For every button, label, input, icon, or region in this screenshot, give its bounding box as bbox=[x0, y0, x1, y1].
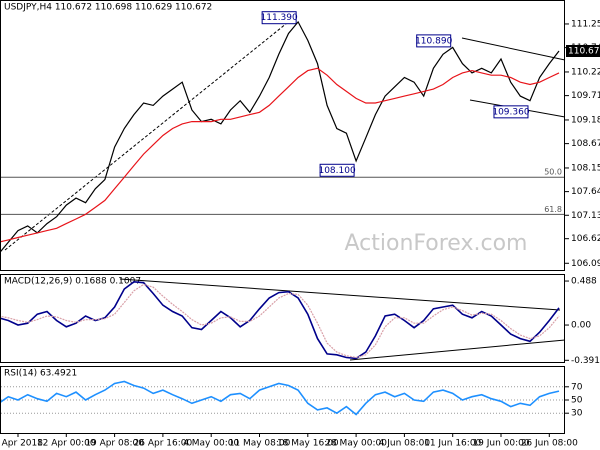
price-label-box bbox=[493, 105, 529, 119]
price-label: 110.890 bbox=[415, 36, 452, 46]
price-label: 111.390 bbox=[261, 13, 298, 23]
x-tick-label: 12 Apr 00:00 bbox=[37, 439, 96, 449]
x-tick-label: 26 Jun 08:00 bbox=[521, 439, 578, 449]
watermark: ActionForex.com bbox=[345, 231, 528, 256]
x-tick-label: 26 Apr 16:00 bbox=[134, 439, 193, 449]
y-tick-label: 30 bbox=[571, 409, 583, 419]
macd-trendline bbox=[349, 339, 566, 361]
price-label-box bbox=[416, 34, 452, 48]
y-tick-label: 106.625 bbox=[571, 234, 600, 244]
x-tick-label: 4 Apr 2018 bbox=[0, 439, 43, 449]
y-tick-label: 107.13 bbox=[571, 211, 600, 221]
last-price-box bbox=[566, 44, 600, 57]
y-tick-label: 111.255 bbox=[571, 19, 600, 29]
y-tick-label: 108.15 bbox=[571, 163, 600, 173]
x-tick-label: 19 Jun 00:00 bbox=[472, 439, 529, 449]
x-tick-label: 11 Jun 16:00 bbox=[424, 439, 481, 449]
y-tick-label: 107.64 bbox=[571, 187, 600, 197]
price-label: 109.360 bbox=[492, 107, 529, 117]
y-tick-label: 50 bbox=[571, 396, 583, 406]
price-label-box bbox=[319, 163, 355, 177]
x-tick-label: 18 May 16:00 bbox=[277, 439, 339, 449]
fib-label: 61.8 bbox=[544, 205, 562, 214]
y-tick-label: 109.71 bbox=[571, 91, 600, 101]
y-tick-label: 70 bbox=[571, 382, 583, 392]
price-label-box bbox=[261, 11, 297, 25]
x-tick-label: 11 May 08:00 bbox=[229, 439, 291, 449]
trendline bbox=[4, 14, 298, 251]
y-tick-label: 108.675 bbox=[571, 139, 600, 149]
x-tick-label: 28 May 00:00 bbox=[325, 439, 387, 449]
data-line bbox=[1, 20, 560, 252]
data-line bbox=[1, 283, 560, 359]
y-tick-label: -0.3912 bbox=[571, 356, 600, 366]
macd-panel bbox=[0, 274, 565, 363]
rsi-title: RSI(14) 63.4921 bbox=[4, 369, 77, 379]
macd-trendline bbox=[119, 278, 561, 311]
macd-title: MACD(12,26,9) 0.1688 0.1007 bbox=[4, 277, 141, 287]
y-tick-label: 0.488 bbox=[571, 277, 597, 287]
chart-header: USDJPY,H4 110.672 110.698 110.629 110.67… bbox=[4, 3, 212, 13]
x-tick-label: 4 May 00:00 bbox=[183, 439, 239, 449]
x-tick-label: 4 Jun 08:00 bbox=[379, 439, 431, 449]
y-tick-label: 110.22 bbox=[571, 67, 600, 77]
data-line bbox=[1, 380, 560, 416]
last-price: 110.672 bbox=[568, 46, 600, 56]
y-tick-label: 109.185 bbox=[571, 115, 600, 125]
y-tick-label: 0.00 bbox=[571, 321, 591, 331]
x-tick-label: 19 Apr 08:00 bbox=[85, 439, 144, 449]
price-panel bbox=[0, 0, 565, 271]
fib-label: 50.0 bbox=[544, 168, 562, 177]
data-line bbox=[1, 67, 560, 243]
y-tick-label: 106.095 bbox=[571, 259, 600, 269]
channel-line bbox=[461, 37, 566, 61]
rsi-panel bbox=[0, 366, 565, 434]
price-label: 108.100 bbox=[318, 166, 355, 176]
